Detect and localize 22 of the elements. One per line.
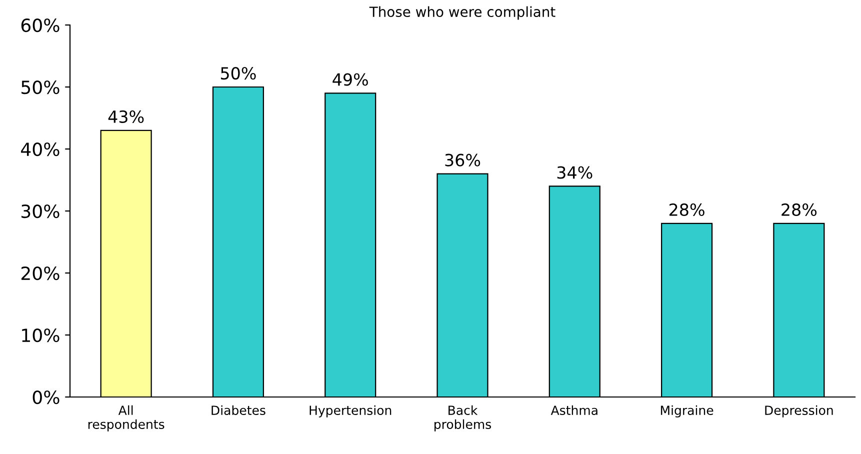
data-label: 43% (108, 110, 144, 124)
data-label: 34% (557, 166, 592, 179)
x-tick-label: Hypertension (310, 405, 392, 418)
y-tick-label: 60% (21, 18, 60, 32)
x-tick-label: All respondents (88, 405, 164, 432)
y-tick-label: 30% (22, 204, 60, 218)
x-tick-label: Diabetes (212, 405, 266, 416)
y-tick-label: 0% (32, 390, 60, 404)
data-label: 50% (220, 66, 256, 80)
data-label: 28% (782, 203, 817, 216)
y-tick-label: 20% (21, 266, 60, 280)
y-tick-label: 50% (22, 80, 60, 94)
y-tick-label: 40% (21, 142, 60, 156)
chart-title: Those who were compliant (369, 6, 556, 20)
y-tick-label: 10% (22, 328, 60, 342)
data-label: 36% (445, 154, 480, 166)
x-tick-label: Back problems (434, 405, 492, 432)
data-label: 49% (332, 73, 368, 86)
x-tick-label: Asthma (550, 405, 598, 416)
x-tick-label: Depression (765, 405, 833, 418)
data-label: 28% (669, 203, 704, 216)
x-tick-label: Migraine (660, 405, 714, 418)
